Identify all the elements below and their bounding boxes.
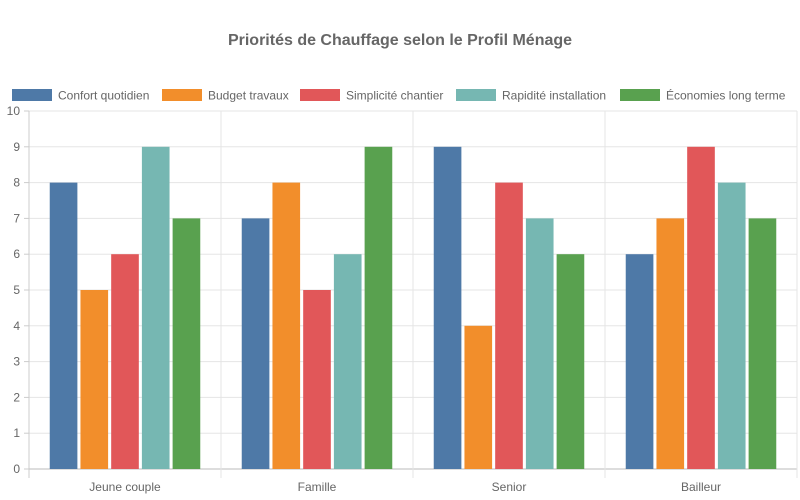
y-tick-label: 9	[13, 140, 20, 154]
bar	[49, 182, 78, 469]
bar	[687, 146, 715, 470]
bar	[717, 182, 746, 469]
y-tick-label: 6	[13, 247, 20, 261]
y-tick-label: 2	[13, 390, 20, 404]
y-tick-label: 3	[13, 355, 20, 369]
legend-label: Économies long terme	[666, 88, 786, 103]
bars	[49, 146, 777, 470]
y-tick-label: 7	[13, 211, 20, 225]
bar	[748, 218, 777, 469]
bar	[333, 254, 362, 469]
legend-item: Confort quotidien	[12, 89, 149, 103]
bar	[172, 218, 201, 469]
bar	[80, 290, 109, 469]
bar	[364, 146, 393, 470]
legend-item: Simplicité chantier	[300, 89, 443, 103]
legend: Confort quotidien Budget travaux Simplicit…	[12, 88, 786, 103]
x-tick-label: Bailleur	[681, 480, 721, 494]
legend-item: Rapidité installation	[456, 89, 606, 103]
bar	[272, 182, 301, 469]
y-tick-label: 1	[13, 426, 20, 440]
bar	[141, 146, 170, 470]
bar	[433, 146, 462, 470]
bar	[656, 218, 685, 469]
chart-title: Priorités de Chauffage selon le Profil M…	[228, 32, 572, 49]
bar	[464, 325, 493, 469]
bar	[525, 218, 554, 469]
bar	[495, 182, 523, 469]
legend-item: Budget travaux	[162, 89, 289, 103]
y-tick-label: 0	[13, 462, 20, 476]
legend-swatch	[456, 89, 496, 101]
legend-swatch	[300, 89, 340, 101]
bar	[303, 290, 331, 469]
bar	[556, 254, 585, 469]
legend-swatch	[12, 89, 52, 101]
axes: 0 1 2 3 4 5 6 7 8 9 10 Jeune couple Famille Senior Bai…	[7, 104, 721, 494]
x-tick-label: Famille	[298, 480, 337, 494]
x-tick-label: Senior	[492, 480, 527, 494]
legend-label: Rapidité installation	[502, 89, 606, 103]
legend-item: Économies long terme	[620, 88, 786, 103]
bar	[241, 218, 270, 469]
legend-swatch	[162, 89, 202, 101]
legend-label: Budget travaux	[208, 89, 289, 103]
y-tick-label: 4	[13, 319, 20, 333]
x-tick-label: Jeune couple	[89, 480, 161, 494]
y-tick-label: 8	[13, 176, 20, 190]
y-tick-label: 10	[7, 104, 21, 118]
y-tick-label: 5	[13, 283, 20, 297]
legend-swatch	[620, 89, 660, 101]
bar	[111, 254, 139, 469]
legend-label: Simplicité chantier	[346, 89, 443, 103]
bar	[625, 254, 654, 469]
legend-label: Confort quotidien	[58, 89, 149, 103]
